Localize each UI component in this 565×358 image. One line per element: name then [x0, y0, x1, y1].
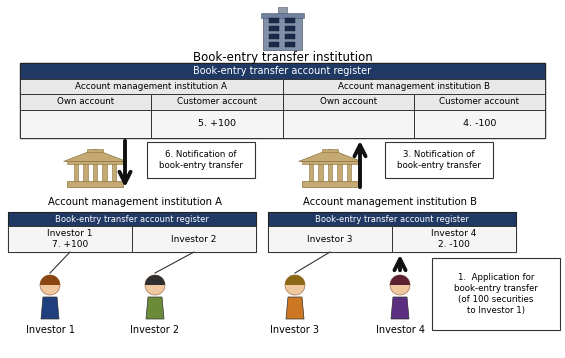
Bar: [132, 226, 256, 252]
Bar: [8, 226, 132, 252]
Polygon shape: [64, 149, 127, 161]
Bar: [269, 26, 279, 31]
Bar: [151, 110, 282, 138]
Bar: [20, 110, 151, 138]
Bar: [282, 79, 545, 94]
Wedge shape: [390, 275, 410, 285]
Text: Own account: Own account: [57, 97, 114, 106]
Polygon shape: [286, 297, 304, 319]
Bar: [86, 149, 103, 152]
Bar: [269, 34, 279, 39]
Polygon shape: [146, 297, 164, 319]
Circle shape: [390, 275, 410, 295]
Bar: [282, 94, 414, 110]
Bar: [269, 42, 279, 47]
Bar: [147, 142, 255, 178]
Bar: [328, 163, 332, 181]
Bar: [74, 163, 78, 181]
Text: Book-entry transfer account register: Book-entry transfer account register: [193, 66, 372, 76]
Bar: [321, 149, 338, 152]
Text: Investor 3: Investor 3: [271, 325, 319, 335]
Bar: [414, 94, 545, 110]
Text: 3. Notification of
book-entry transfer: 3. Notification of book-entry transfer: [397, 150, 481, 170]
Bar: [84, 163, 88, 181]
Bar: [347, 163, 351, 181]
Bar: [269, 18, 279, 23]
Text: 4. -100: 4. -100: [463, 120, 496, 129]
Text: Investor 1
7. +100: Investor 1 7. +100: [47, 229, 93, 249]
Bar: [261, 13, 304, 18]
Text: Account management institution B: Account management institution B: [303, 197, 477, 207]
Bar: [302, 161, 358, 164]
Wedge shape: [40, 275, 60, 285]
Text: 5. +100: 5. +100: [198, 120, 236, 129]
Text: Book-entry transfer institution: Book-entry transfer institution: [193, 52, 372, 64]
Bar: [263, 15, 302, 50]
Text: 1.  Application for
book-entry transfer
(of 100 securities
to Investor 1): 1. Application for book-entry transfer (…: [454, 273, 538, 315]
Bar: [268, 212, 516, 252]
Text: Own account: Own account: [320, 97, 377, 106]
Circle shape: [40, 275, 60, 295]
Bar: [309, 163, 313, 181]
Bar: [432, 258, 560, 330]
Bar: [112, 163, 116, 181]
Bar: [20, 63, 545, 79]
Bar: [414, 110, 545, 138]
Bar: [67, 161, 123, 164]
Bar: [285, 34, 295, 39]
Polygon shape: [391, 297, 409, 319]
Wedge shape: [285, 275, 305, 285]
Text: Investor 4: Investor 4: [376, 325, 424, 335]
Circle shape: [285, 275, 305, 295]
Bar: [268, 226, 392, 252]
Bar: [20, 94, 151, 110]
Text: Book-entry transfer account register: Book-entry transfer account register: [55, 214, 209, 223]
Text: Book-entry transfer account register: Book-entry transfer account register: [315, 214, 469, 223]
Circle shape: [145, 275, 165, 295]
Bar: [8, 212, 256, 226]
Bar: [20, 63, 545, 138]
Polygon shape: [299, 149, 362, 161]
Bar: [319, 163, 323, 181]
Text: Customer account: Customer account: [177, 97, 257, 106]
Text: Account management institution A: Account management institution A: [75, 82, 227, 91]
Bar: [8, 212, 256, 252]
Bar: [20, 79, 282, 94]
Bar: [93, 163, 97, 181]
Text: Investor 2: Investor 2: [171, 234, 217, 243]
Bar: [285, 18, 295, 23]
Polygon shape: [41, 297, 59, 319]
Bar: [337, 163, 342, 181]
Bar: [282, 110, 414, 138]
Text: Investor 2: Investor 2: [131, 325, 180, 335]
Bar: [151, 94, 282, 110]
Text: 6. Notification of
book-entry transfer: 6. Notification of book-entry transfer: [159, 150, 243, 170]
Text: Investor 4
2. -100: Investor 4 2. -100: [431, 229, 477, 249]
Text: Account management institution A: Account management institution A: [48, 197, 222, 207]
Bar: [67, 181, 123, 187]
Text: Investor 3: Investor 3: [307, 234, 353, 243]
Bar: [268, 212, 516, 226]
Text: Customer account: Customer account: [440, 97, 519, 106]
Bar: [285, 42, 295, 47]
Text: Investor 1: Investor 1: [25, 325, 75, 335]
Bar: [285, 26, 295, 31]
Bar: [392, 226, 516, 252]
Text: Account management institution B: Account management institution B: [338, 82, 490, 91]
Bar: [278, 7, 287, 17]
Wedge shape: [145, 275, 165, 285]
Bar: [302, 181, 358, 187]
Bar: [102, 163, 107, 181]
Bar: [385, 142, 493, 178]
